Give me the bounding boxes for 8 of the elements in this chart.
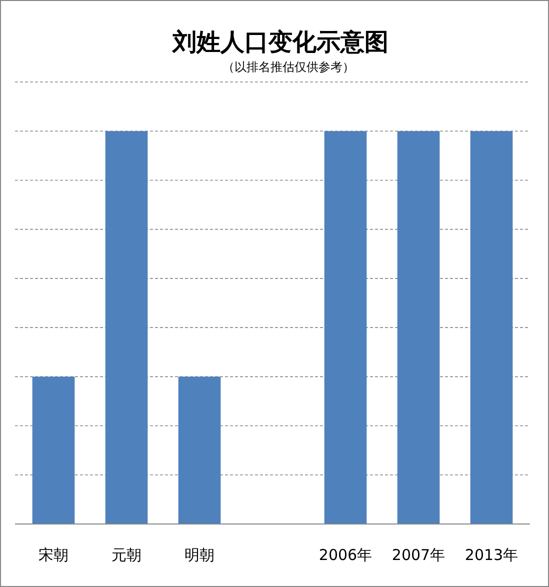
x-tick-label: 明朝 bbox=[184, 546, 214, 564]
x-tick-label: 2013年 bbox=[464, 546, 518, 564]
x-tick-label: 元朝 bbox=[112, 546, 142, 564]
chart-subtitle: （以排名推估仅供参考） bbox=[222, 60, 354, 74]
x-tick-label: 2006年 bbox=[318, 546, 372, 564]
chart-title: 刘姓人口变化示意图 bbox=[172, 27, 388, 56]
x-tick-label: 宋朝 bbox=[38, 546, 68, 564]
x-tick-label: 2007年 bbox=[392, 546, 446, 564]
